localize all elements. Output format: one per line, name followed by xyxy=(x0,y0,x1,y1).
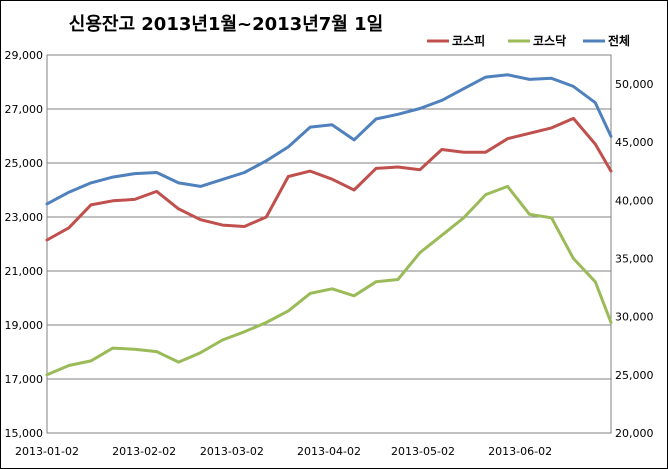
left-tick-label: 27,000 xyxy=(5,103,44,116)
left-tick-label: 29,000 xyxy=(5,49,44,62)
gridlines xyxy=(47,108,611,380)
right-tick-label: 40,000 xyxy=(615,194,654,207)
left-tick-label: 25,000 xyxy=(5,157,44,170)
right-tick-label: 25,000 xyxy=(615,369,654,382)
right-tick-label: 45,000 xyxy=(615,136,654,149)
left-tick-label: 23,000 xyxy=(5,211,44,224)
x-tick-label: 2013-06-02 xyxy=(488,445,552,458)
chart-title: 신용잔고 2013년1월~2013년7월 1일 xyxy=(69,14,383,35)
right-tick-label: 50,000 xyxy=(615,78,654,91)
right-tick-label: 20,000 xyxy=(615,427,654,440)
right-axis: 20,000 25,000 30,000 35,000 40,000 45,000 50,0… xyxy=(615,78,654,440)
series-line-1 xyxy=(45,116,613,242)
right-tick-label: 35,000 xyxy=(615,253,654,266)
series-line-2 xyxy=(45,184,613,377)
x-tick-label: 2013-03-02 xyxy=(200,445,264,458)
series-line-3 xyxy=(45,73,613,206)
x-tick-label: 2013-02-02 xyxy=(112,445,176,458)
left-tick-label: 19,000 xyxy=(5,319,44,332)
series-lines xyxy=(45,73,613,377)
legend: 코스피 코스닥 전체 xyxy=(427,33,630,48)
left-tick-label: 15,000 xyxy=(5,427,44,440)
right-tick-label: 30,000 xyxy=(615,311,654,324)
x-axis: 2013-01-02 2013-02-02 2013-03-02 2013-04-02… xyxy=(15,445,552,458)
x-tick-label: 2013-01-02 xyxy=(15,445,79,458)
legend-label-2: 코스닥 xyxy=(533,33,566,48)
legend-label-1: 코스피 xyxy=(452,33,485,48)
left-axis: 15,000 17,000 19,000 21,000 23,000 25,000 27,0… xyxy=(5,49,44,440)
left-tick-label: 21,000 xyxy=(5,265,44,278)
left-tick-label: 17,000 xyxy=(5,373,44,386)
legend-label-3: 전체 xyxy=(608,33,630,48)
x-tick-label: 2013-05-02 xyxy=(391,445,455,458)
x-tick-label: 2013-04-02 xyxy=(297,445,361,458)
plot-area xyxy=(46,54,612,434)
